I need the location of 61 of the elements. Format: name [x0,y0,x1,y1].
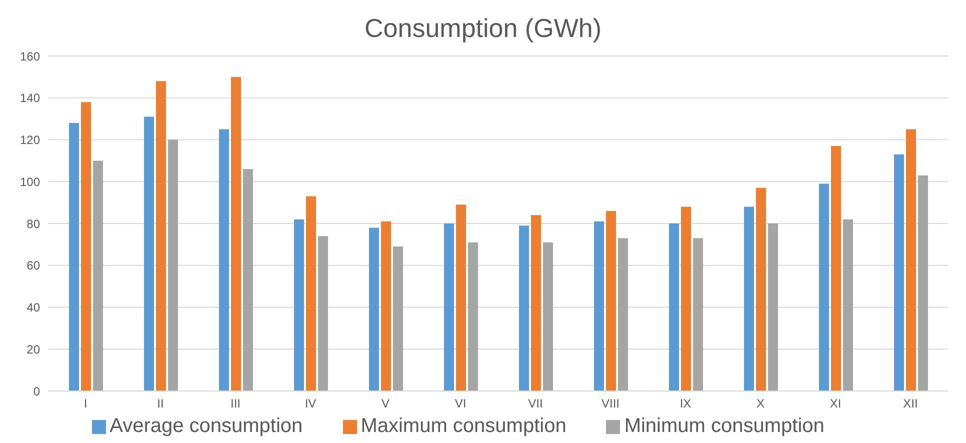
bar [318,236,328,391]
bar [531,215,541,391]
y-tick-label: 100 [20,174,40,189]
x-tick-label: XII [903,396,918,411]
y-tick-label: 160 [20,49,40,64]
bar [831,146,841,391]
x-tick-label: I [84,396,88,411]
legend-label: Minimum consumption [624,415,824,437]
legend-label: Average consumption [110,415,303,437]
x-tick-label: VI [454,396,466,411]
bar [606,210,616,391]
bar [168,140,178,391]
x-tick-label: II [157,396,164,411]
bar [819,184,829,391]
bar [393,246,403,391]
bar [69,123,79,391]
bar [444,224,454,391]
x-tick-label: IX [680,396,692,411]
bar [369,228,379,391]
bar [843,219,853,391]
y-tick-label: 20 [26,342,40,356]
y-tick-label: 60 [26,258,40,273]
bar [156,81,166,391]
bar [669,224,679,391]
bar [768,224,778,391]
y-tick-label: 120 [20,133,40,148]
x-tick-label: X [756,396,765,411]
chart-title: Consumption (GWh) [364,12,602,45]
x-tick-label: IV [304,396,316,411]
y-tick-label: 0 [33,384,40,398]
bar [456,204,466,391]
bar [468,242,478,391]
x-tick-label: III [230,396,241,411]
bar [693,238,703,391]
bar [543,242,553,391]
x-tick-label: V [381,396,390,411]
y-tick-label: 40 [26,300,40,315]
bar [243,169,253,391]
bar [306,196,316,391]
x-tick-label: XI [830,396,842,411]
bar [93,160,103,391]
y-tick-label: 80 [26,216,40,231]
x-tick-label: VIII [601,396,620,411]
x-tick-label: VII [528,396,543,411]
bar [381,221,391,391]
bar [81,102,91,391]
bar [894,154,904,391]
bar [294,219,304,391]
y-tick-label: 140 [20,91,40,106]
bar [744,206,754,391]
bar [519,226,529,391]
bar [756,188,766,391]
bar [906,129,916,391]
bar [918,175,928,391]
legend-label: Maximum consumption [360,415,566,437]
bar [594,221,604,391]
bar [681,206,691,391]
bar [618,238,628,391]
bar [144,116,154,391]
bar [231,76,241,391]
bar [219,129,229,391]
